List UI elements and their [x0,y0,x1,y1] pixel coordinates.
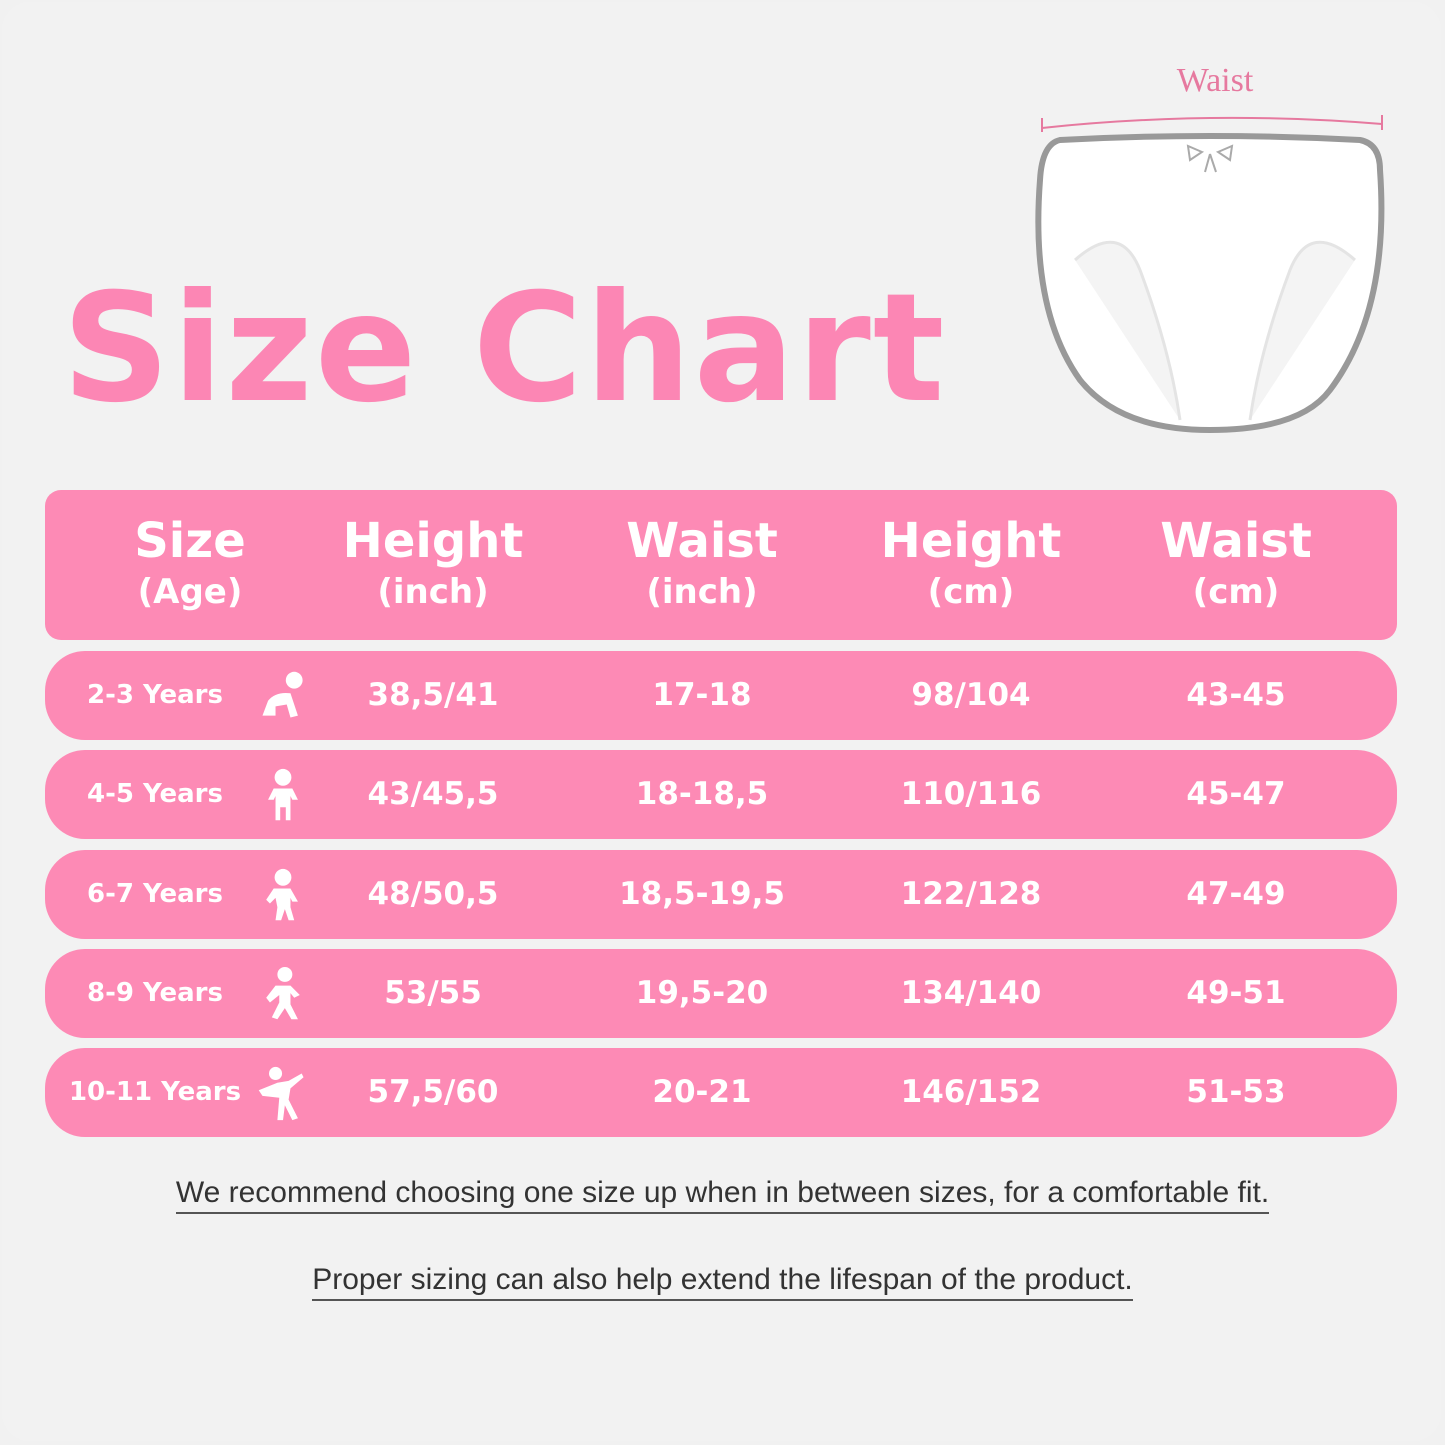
header-height-cm: Height (cm) [880,513,1062,612]
table-row: 10-11 Years 57,5/60 20-21 146/152 51-53 [45,1048,1397,1137]
page-title: Size Chart [62,262,947,436]
cell-waist-cm: 51-53 [1186,1074,1286,1110]
cell-waist-in: 20-21 [652,1074,752,1110]
size-label: 8-9 Years [87,978,223,1008]
cell-height-cm: 98/104 [911,677,1031,713]
dancing-child-icon [258,1066,304,1121]
cell-waist-cm: 43-45 [1186,677,1286,713]
cell-waist-in: 18,5-19,5 [619,876,785,912]
cell-height-in: 57,5/60 [367,1074,499,1110]
standing-toddler-icon [268,768,298,821]
cell-waist-cm: 47-49 [1186,876,1286,912]
note-size-up: We recommend choosing one size up when i… [0,1176,1445,1214]
cell-height-in: 53/55 [384,975,482,1011]
header-waist-inch: Waist (inch) [626,513,778,612]
note-lifespan: Proper sizing can also help extend the l… [0,1263,1445,1301]
cell-height-cm: 122/128 [900,876,1042,912]
size-label: 4-5 Years [87,779,223,809]
briefs-illustration [1035,115,1385,434]
cell-height-in: 43/45,5 [367,776,499,812]
header-waist-cm: Waist (cm) [1160,513,1312,612]
cell-height-cm: 134/140 [900,975,1042,1011]
running-child-icon [266,967,300,1020]
size-label: 10-11 Years [68,1077,242,1107]
table-row: 2-3 Years 38,5/41 17-18 98/104 43-45 [45,651,1397,740]
cell-waist-in: 18-18,5 [635,776,769,812]
table-row: 6-7 Years 48/50,5 18,5-19,5 122/128 47-49 [45,850,1397,939]
cell-height-cm: 146/152 [900,1074,1042,1110]
cell-height-cm: 110/116 [900,776,1042,812]
cell-waist-cm: 49-51 [1186,975,1286,1011]
header-size: Size (Age) [134,513,246,612]
size-label: 2-3 Years [87,680,223,710]
walking-child-icon [266,868,298,921]
cell-waist-in: 19,5-20 [635,975,769,1011]
cell-waist-in: 17-18 [652,677,752,713]
cell-waist-cm: 45-47 [1186,776,1286,812]
cell-height-in: 48/50,5 [367,876,499,912]
table-row: 8-9 Years 53/55 19,5-20 134/140 49-51 [45,949,1397,1038]
table-header: Size (Age) Height (inch) Waist (inch) Heigh… [45,490,1397,640]
waist-label: Waist [1176,62,1254,99]
header-height-inch: Height (inch) [342,513,524,612]
crawling-baby-icon [262,671,303,718]
size-label: 6-7 Years [87,879,223,909]
table-row: 4-5 Years 43/45,5 18-18,5 110/116 45-47 [45,750,1397,839]
cell-height-in: 38,5/41 [367,677,499,713]
